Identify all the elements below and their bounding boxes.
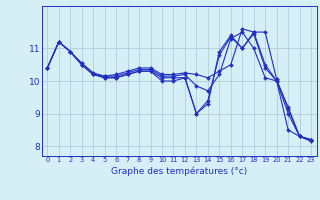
X-axis label: Graphe des températures (°c): Graphe des températures (°c) bbox=[111, 166, 247, 176]
